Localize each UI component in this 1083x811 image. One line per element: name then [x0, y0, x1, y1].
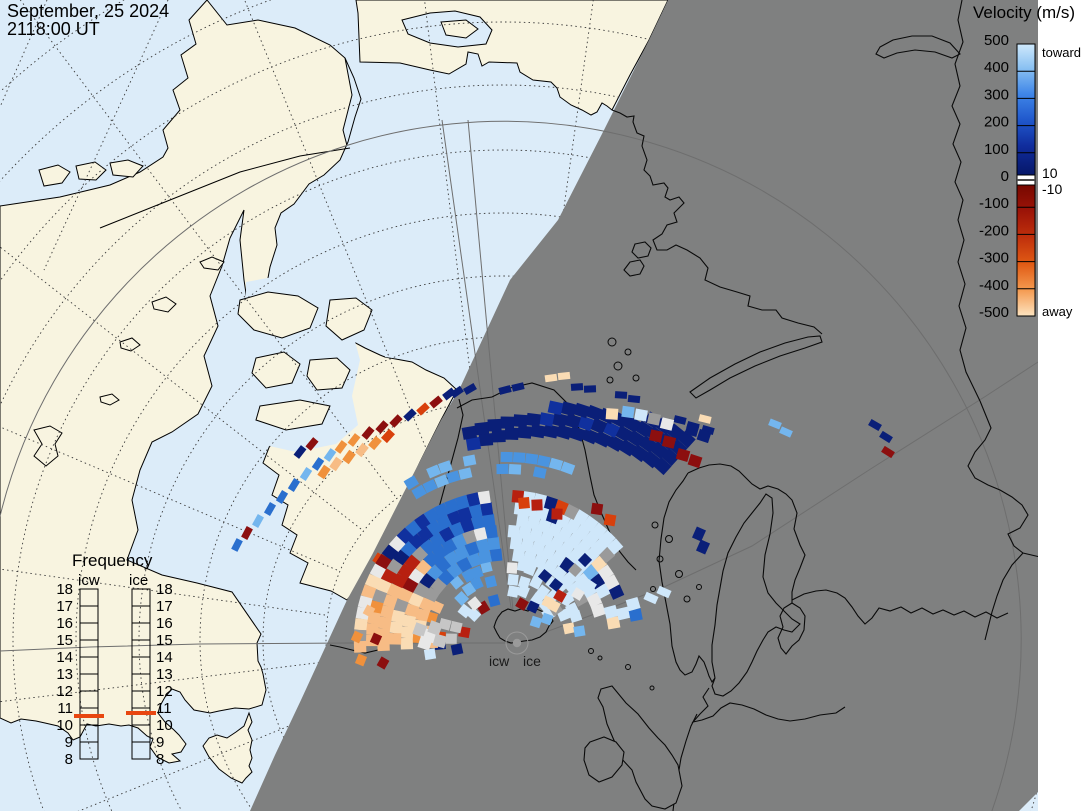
svg-text:14: 14: [56, 649, 73, 666]
svg-text:18: 18: [56, 581, 73, 598]
svg-text:9: 9: [156, 734, 164, 751]
svg-text:11: 11: [156, 700, 172, 717]
svg-text:September, 25 2024: September, 25 2024: [7, 1, 169, 21]
svg-text:-100: -100: [979, 195, 1009, 212]
svg-text:13: 13: [56, 666, 73, 683]
svg-text:away: away: [1042, 304, 1073, 319]
svg-text:2118:00 UT: 2118:00 UT: [7, 19, 100, 39]
svg-text:Frequency: Frequency: [72, 551, 153, 570]
svg-text:-10: -10: [1042, 181, 1062, 197]
svg-text:13: 13: [156, 666, 173, 683]
svg-text:-400: -400: [979, 277, 1009, 294]
svg-text:400: 400: [984, 59, 1009, 76]
svg-text:9: 9: [65, 734, 73, 751]
svg-text:11: 11: [57, 700, 73, 717]
svg-text:ice: ice: [129, 572, 148, 589]
svg-text:10: 10: [156, 717, 173, 734]
svg-text:16: 16: [156, 615, 173, 632]
svg-text:-300: -300: [979, 250, 1009, 267]
svg-text:300: 300: [984, 86, 1009, 103]
svg-text:0: 0: [1001, 168, 1009, 185]
svg-text:18: 18: [156, 581, 173, 598]
svg-text:14: 14: [156, 649, 173, 666]
svg-text:-500: -500: [979, 304, 1009, 321]
svg-text:15: 15: [56, 632, 73, 649]
svg-text:17: 17: [56, 598, 73, 615]
svg-text:12: 12: [56, 683, 73, 700]
svg-text:17: 17: [156, 598, 173, 615]
svg-text:100: 100: [984, 141, 1009, 158]
svg-text:8: 8: [156, 751, 164, 768]
svg-text:200: 200: [984, 114, 1009, 131]
svg-text:ice: ice: [523, 653, 541, 669]
svg-text:12: 12: [156, 683, 173, 700]
svg-text:icw: icw: [78, 572, 100, 589]
svg-text:500: 500: [984, 32, 1009, 49]
svg-text:8: 8: [65, 751, 73, 768]
svg-text:Velocity (m/s): Velocity (m/s): [973, 3, 1075, 22]
svg-text:icw: icw: [489, 653, 510, 669]
svg-text:toward: toward: [1042, 45, 1081, 60]
svg-text:-200: -200: [979, 222, 1009, 239]
svg-text:15: 15: [156, 632, 173, 649]
svg-text:10: 10: [1042, 165, 1058, 181]
svg-text:10: 10: [56, 717, 73, 734]
svg-text:16: 16: [56, 615, 73, 632]
